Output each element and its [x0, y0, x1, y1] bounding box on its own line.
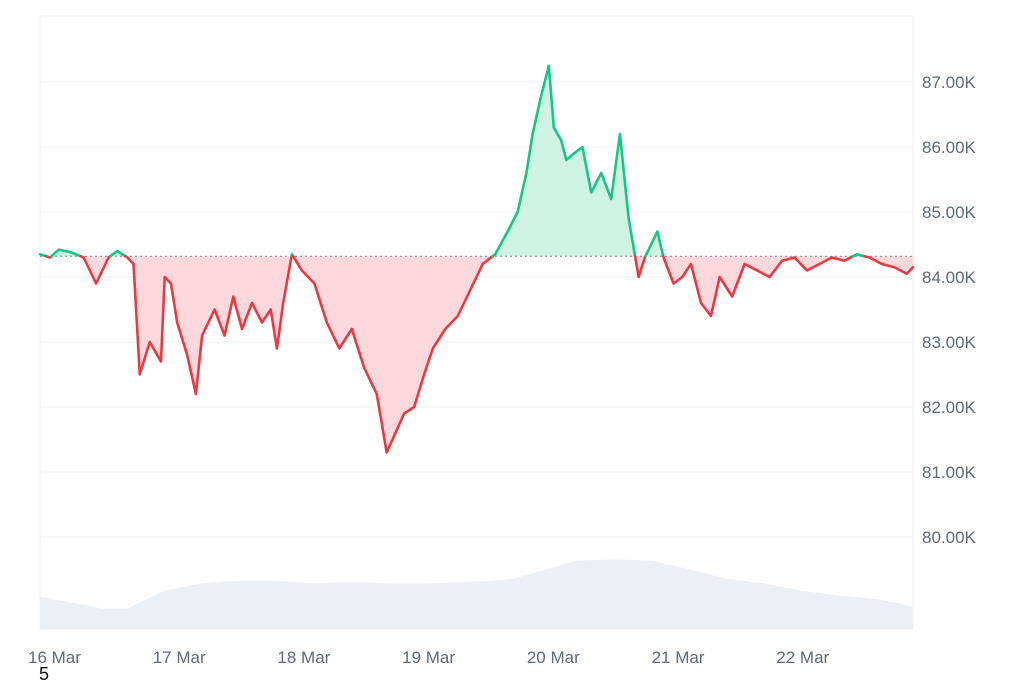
x-tick-label: 17 Mar — [153, 648, 206, 667]
price-fill-above-baseline — [492, 65, 636, 257]
price-fill-above-baseline — [645, 231, 664, 257]
price-fill-group — [40, 65, 913, 453]
y-tick-label: 84.00K — [922, 268, 977, 287]
footnote-label: 5 — [39, 664, 50, 684]
y-tick-label: 81.00K — [922, 463, 977, 482]
y-tick-label: 86.00K — [922, 138, 977, 157]
price-line-down-segment — [291, 254, 495, 454]
axis-labels: 87.00K 86.00K 85.00K 84.00K 83.00K 82.00K 81.0… — [28, 73, 977, 667]
grid-lines — [39, 15, 914, 630]
price-line-down-segment — [661, 254, 855, 318]
price-fill-below-baseline — [125, 256, 292, 394]
x-tick-label: 21 Mar — [652, 648, 705, 667]
price-line-down-segment — [863, 254, 915, 276]
x-tick-label: 19 Mar — [402, 648, 455, 667]
price-fill-below-baseline — [80, 256, 111, 284]
y-tick-label: 87.00K — [922, 73, 977, 92]
price-fill-below-baseline — [293, 256, 493, 453]
price-line-up-segment — [644, 230, 665, 258]
price-line-up-segment — [491, 64, 637, 258]
y-tick-label: 83.00K — [922, 333, 977, 352]
price-fill-below-baseline — [663, 256, 854, 316]
volume-area — [40, 559, 913, 629]
y-tick-label: 82.00K — [922, 398, 977, 417]
price-line-up-segment — [851, 252, 866, 258]
price-line-down-segment — [79, 254, 112, 285]
x-tick-label: 20 Mar — [527, 648, 580, 667]
x-tick-label: 18 Mar — [277, 648, 330, 667]
x-tick-label: 16 Mar — [28, 648, 81, 667]
price-line-down-segment — [124, 254, 293, 396]
y-tick-label: 85.00K — [922, 203, 977, 222]
volume-area-group — [40, 559, 913, 629]
price-line-group — [38, 64, 915, 454]
y-tick-label: 80.00K — [922, 528, 977, 547]
price-line-up-segment — [109, 249, 127, 258]
price-line-up-segment — [50, 248, 82, 258]
x-tick-label: 22 Mar — [776, 648, 829, 667]
